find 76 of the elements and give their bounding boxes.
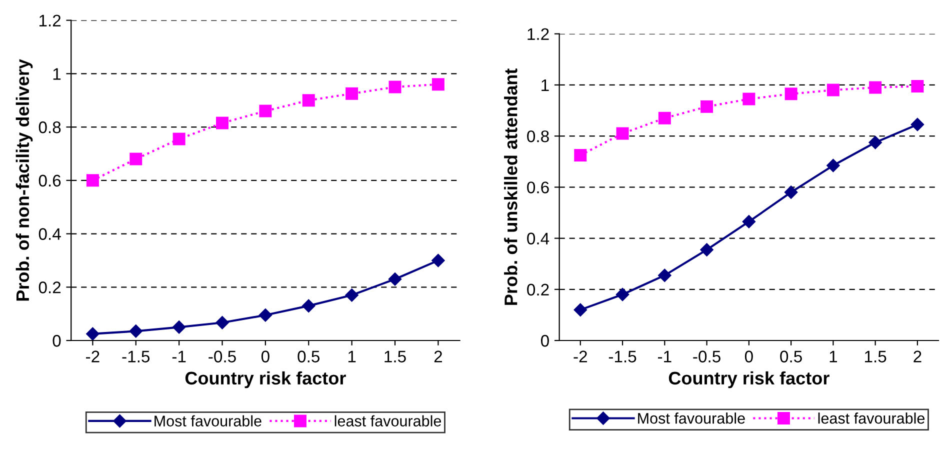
point <box>616 288 630 302</box>
point <box>742 215 756 228</box>
point <box>258 308 272 322</box>
x-tick-label: -1.5 <box>608 350 636 362</box>
y-tick-label: 0.6 <box>527 182 549 194</box>
y-tick-label: 0.2 <box>527 284 549 296</box>
point <box>129 324 142 338</box>
y-tick-label: 1 <box>542 80 549 91</box>
point <box>216 116 229 130</box>
point <box>172 320 186 334</box>
point <box>216 316 229 330</box>
x-tick-label: -1 <box>658 350 672 362</box>
legend-label: Most favourable <box>638 412 745 424</box>
x-tick-label: 1.5 <box>384 350 406 362</box>
x-tick-label: 0.5 <box>780 350 802 362</box>
x-tick-label: -1 <box>172 350 186 362</box>
point <box>432 78 444 91</box>
point <box>911 80 924 92</box>
legend-label: Most favourable <box>154 415 262 426</box>
x-tick-label: 1 <box>348 350 356 362</box>
point <box>172 132 186 146</box>
point <box>700 100 714 113</box>
y-axis-title: Prob. of unskilled attendant <box>504 68 518 305</box>
point <box>658 268 672 282</box>
y-tick-label: 0.4 <box>527 232 550 244</box>
point <box>574 303 587 316</box>
y-tick-label: 1.2 <box>528 28 549 40</box>
point <box>388 272 402 286</box>
x-tick-label: -1.5 <box>122 350 150 362</box>
x-tick-label: 0.5 <box>298 350 320 362</box>
y-tick-label: 1 <box>53 68 61 80</box>
point <box>700 243 714 256</box>
x-tick-label: -0.5 <box>693 350 720 362</box>
point <box>784 88 798 100</box>
y-tick-label: 0 <box>540 334 549 347</box>
y-tick-label: 1.2 <box>39 14 61 26</box>
x-tick-label: 1.5 <box>865 350 886 362</box>
x-tick-label: 2 <box>914 350 922 362</box>
x-axis-title: Country risk factor <box>185 371 346 388</box>
point <box>345 288 358 302</box>
x-tick-label: 2 <box>434 350 442 362</box>
point <box>86 174 99 187</box>
point <box>869 81 882 94</box>
point <box>826 84 840 96</box>
point <box>616 127 629 140</box>
y-tick-label: 0.8 <box>38 121 61 134</box>
point <box>910 118 924 132</box>
legend-label: least favourable <box>334 415 442 426</box>
x-axis-title: Country risk factor <box>668 371 830 388</box>
point <box>868 136 882 150</box>
y-tick-label: 0.4 <box>38 228 61 240</box>
x-tick-label: -2 <box>574 350 587 362</box>
point <box>130 152 142 166</box>
point <box>784 186 798 199</box>
point <box>86 327 100 340</box>
y-tick-label: 0.6 <box>38 174 61 187</box>
y-tick-label: 0.2 <box>38 282 61 294</box>
point <box>302 299 316 312</box>
legend-label: least favourable <box>818 412 925 424</box>
point <box>259 104 272 118</box>
point <box>742 92 756 106</box>
y-axis-title: Prob. of non-facility delivery <box>16 59 33 301</box>
point <box>826 158 840 172</box>
point <box>658 112 671 124</box>
x-tick-label: 1 <box>830 350 838 362</box>
point <box>302 94 315 107</box>
y-tick-label: 0.8 <box>527 130 549 142</box>
point <box>388 80 402 94</box>
point <box>346 87 358 100</box>
x-tick-label: -0.5 <box>208 350 236 362</box>
x-tick-label: 0 <box>261 350 270 362</box>
x-tick-label: 0 <box>744 350 753 362</box>
point <box>574 148 587 162</box>
y-tick-label: 0 <box>52 334 61 347</box>
x-tick-label: -2 <box>86 350 100 362</box>
point <box>432 254 445 268</box>
